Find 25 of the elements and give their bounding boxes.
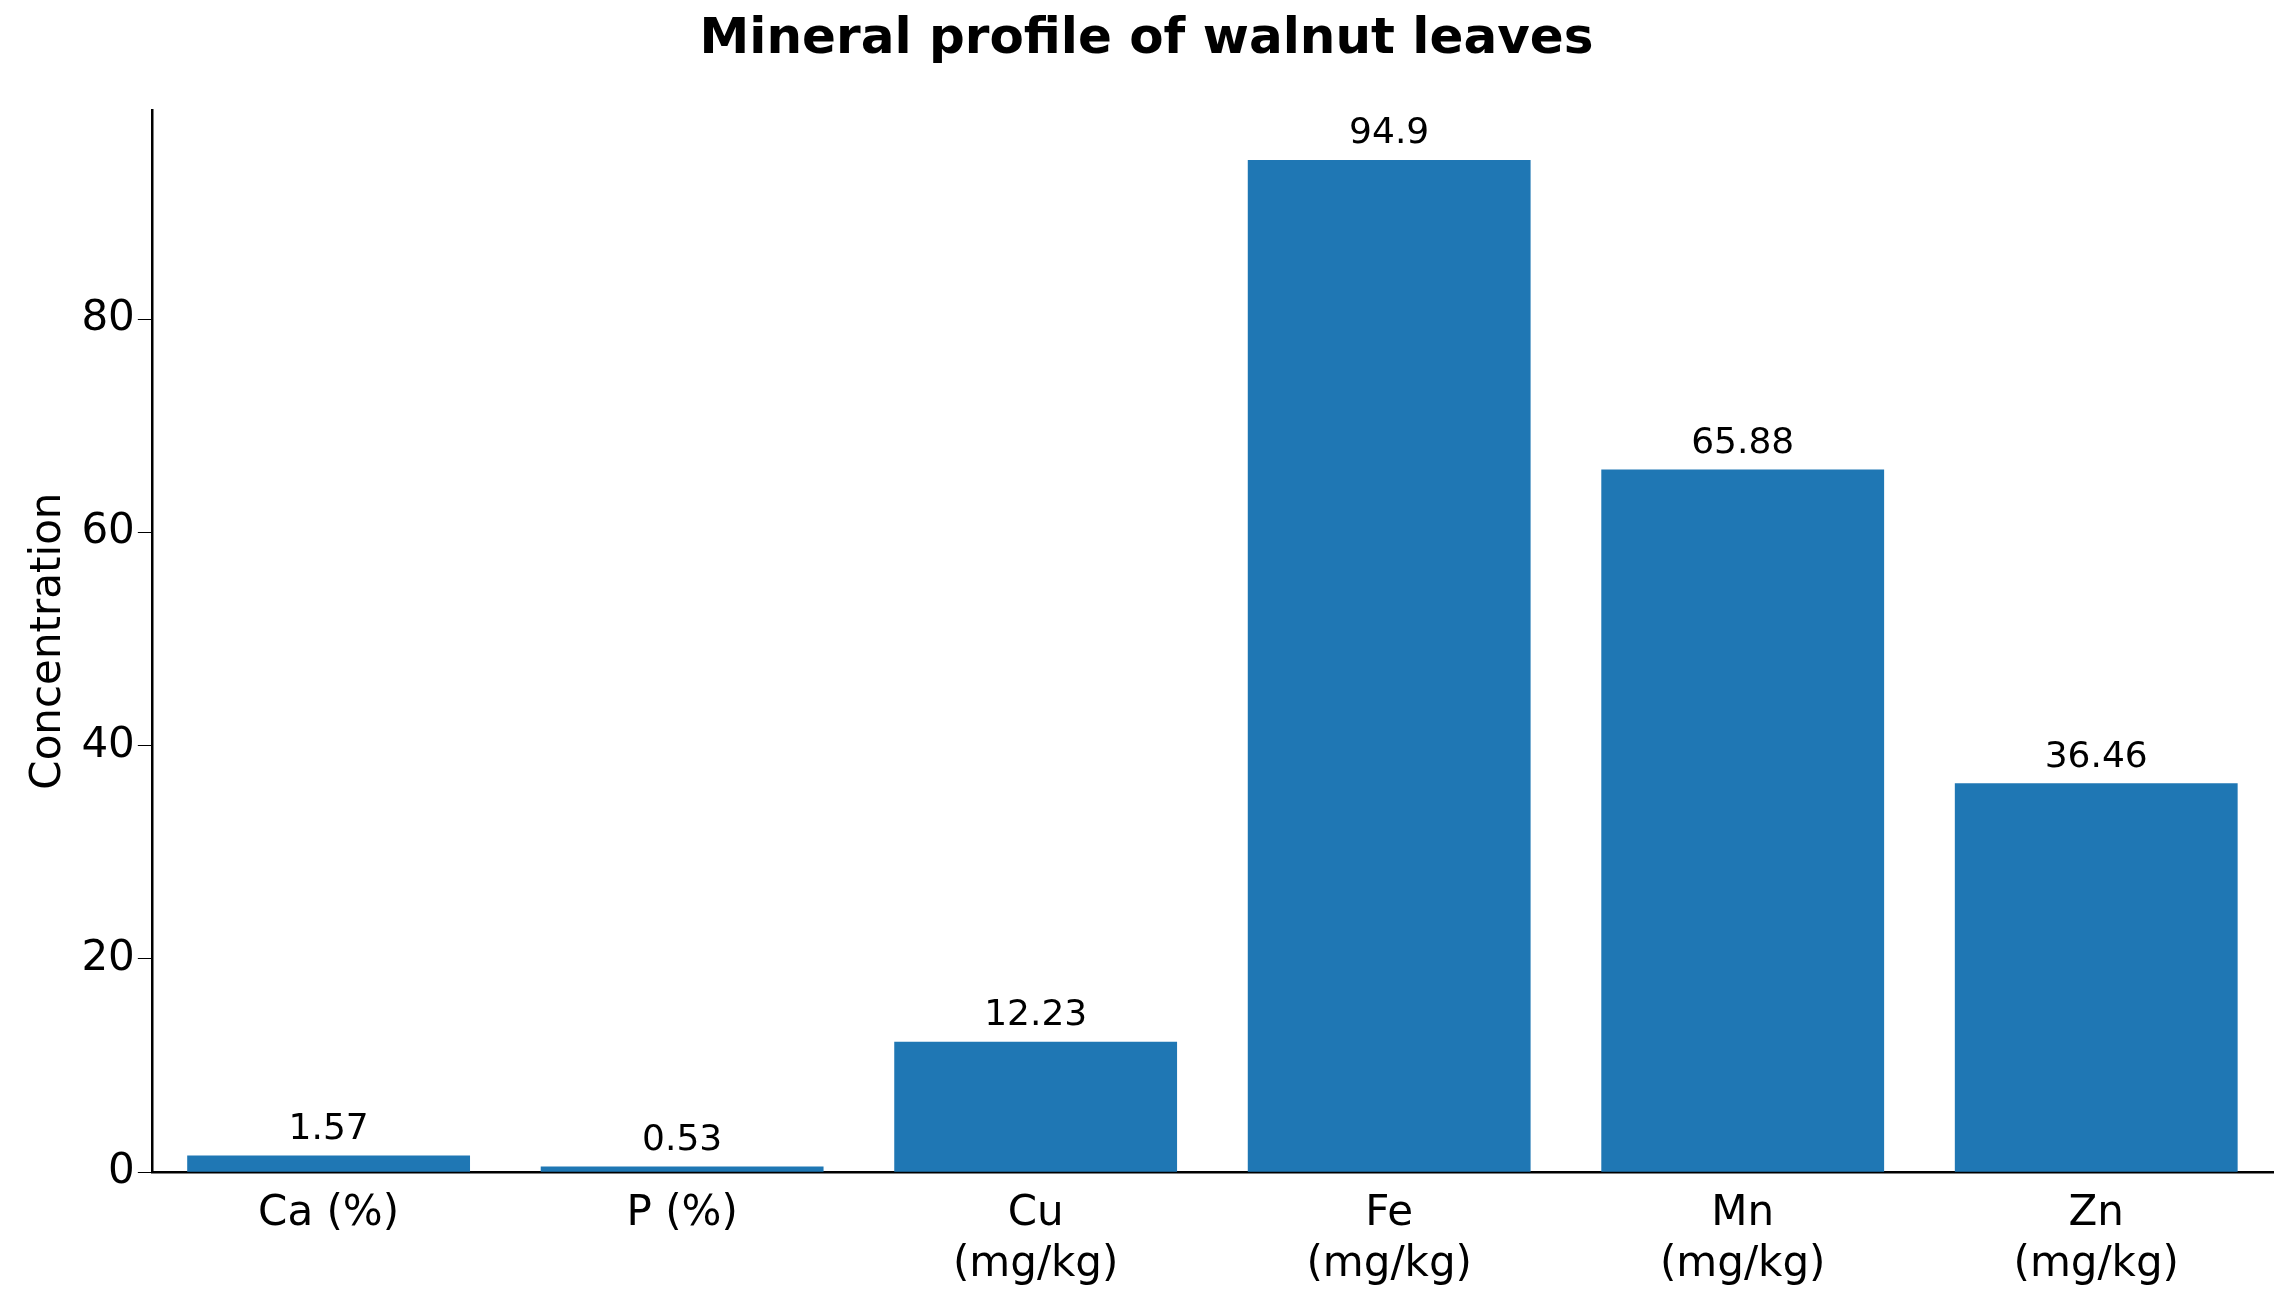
x-tick-label: P (%)	[626, 1186, 738, 1236]
data-label: 65.88	[1691, 419, 1795, 461]
chart-title: Mineral profile of walnut leaves	[699, 6, 1594, 65]
bar	[894, 1041, 1178, 1172]
y-tick-label: 0	[108, 1144, 135, 1194]
x-tick-label: Mn (mg/kg)	[1659, 1186, 1826, 1286]
x-tick-label: Fe (mg/kg)	[1306, 1186, 1472, 1286]
data-label: 12.23	[984, 992, 1088, 1034]
data-label: 36.46	[2044, 733, 2148, 775]
data-label: 1.57	[288, 1105, 369, 1147]
bar	[1601, 469, 1885, 1172]
y-tick-label: 80	[81, 290, 135, 340]
x-tick-label: Ca (%)	[258, 1186, 400, 1236]
y-tick-label: 60	[81, 504, 135, 554]
y-tick-label: 20	[81, 930, 135, 980]
data-label: 0.53	[642, 1116, 723, 1158]
bar	[187, 1155, 471, 1172]
y-axis-title: Concentration	[21, 492, 71, 790]
bar	[1247, 160, 1531, 1172]
x-tick-label: Cu (mg/kg)	[952, 1186, 1119, 1286]
bar	[540, 1166, 824, 1172]
data-label: 94.9	[1349, 110, 1430, 152]
bar	[1954, 783, 2238, 1172]
x-tick-label: Zn (mg/kg)	[2013, 1186, 2179, 1286]
y-tick-label: 40	[81, 717, 135, 767]
